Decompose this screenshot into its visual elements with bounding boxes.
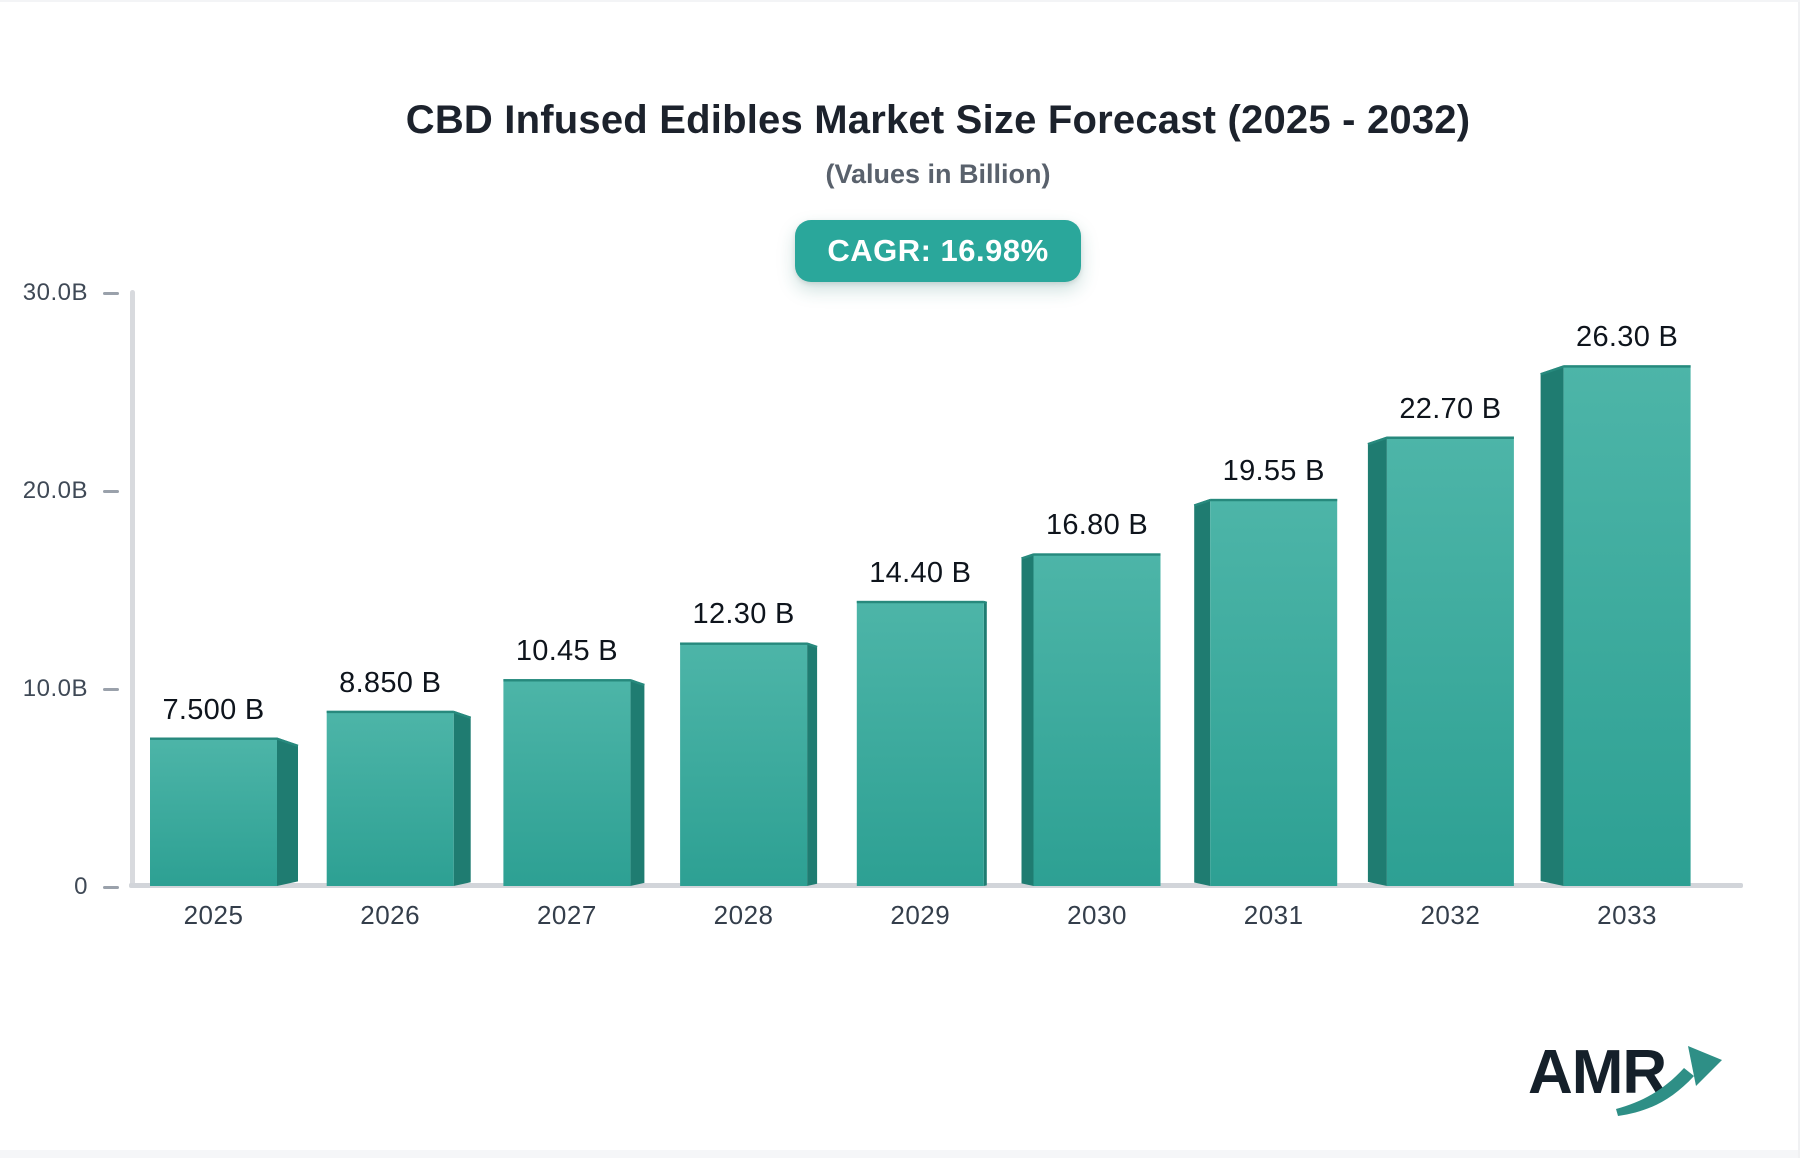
x-axis-label: 2033 [1597,900,1658,930]
bar-value-label: 10.45 B [515,635,618,668]
y-axis-line [130,290,135,887]
badge-container: CAGR: 16.98% [133,220,1743,282]
bar-value-label: 16.80 B [1045,509,1149,542]
bar-2025 [150,737,299,886]
bar-2027 [503,679,645,886]
bar-2033 [1540,365,1691,886]
bar-2030 [1021,553,1161,886]
page-right-edge [1798,2,1800,1158]
chart-title: CBD Infused Edibles Market Size Forecast… [405,98,1471,142]
cagr-badge: CAGR: 16.98% [795,220,1081,282]
bar-2032 [1367,436,1514,886]
x-axis-label: 2031 [1243,900,1304,930]
x-axis-label: 2029 [890,900,951,930]
amr-logo: AMR [1528,1038,1722,1124]
bar-value-label: 12.30 B [692,598,795,631]
x-axis-label: 2025 [183,900,244,930]
page-bottom-edge [0,1150,1800,1158]
y-axis-tick [103,688,119,691]
bar-value-label: 19.55 B [1222,454,1325,487]
bar-2029 [856,600,988,886]
bar-value-label: 22.70 B [1399,392,1502,425]
x-axis-label: 2030 [1067,900,1127,930]
chart-subtitle: (Values in Billion) [825,159,1051,189]
x-axis-label: 2027 [536,900,597,930]
bar-2031 [1193,498,1338,886]
y-axis-tick-label: 20.0B [22,477,88,504]
y-axis-tick [103,886,119,889]
chart-header: CBD Infused Edibles Market Size Forecast… [133,98,1743,282]
bar-2028 [680,642,818,886]
x-axis-label: 2032 [1420,900,1481,930]
y-axis-tick [103,490,119,493]
y-axis-tick [103,292,119,295]
bar-value-label: 26.30 B [1576,321,1679,354]
bar-value-label: 7.500 B [162,693,265,726]
y-axis-tick-label: 30.0B [22,279,88,306]
y-axis-tick-label: 10.0B [22,675,88,702]
x-axis-label: 2028 [713,900,774,930]
bar-value-label: 8.850 B [339,666,442,699]
x-axis-label: 2026 [360,900,421,930]
y-axis-tick-label: 0 [74,873,88,900]
amr-logo-text: AMR [1528,1038,1667,1107]
growth-arrow-icon [1616,1046,1722,1116]
bar-value-label: 14.40 B [869,556,972,589]
bar-2026 [326,710,472,886]
